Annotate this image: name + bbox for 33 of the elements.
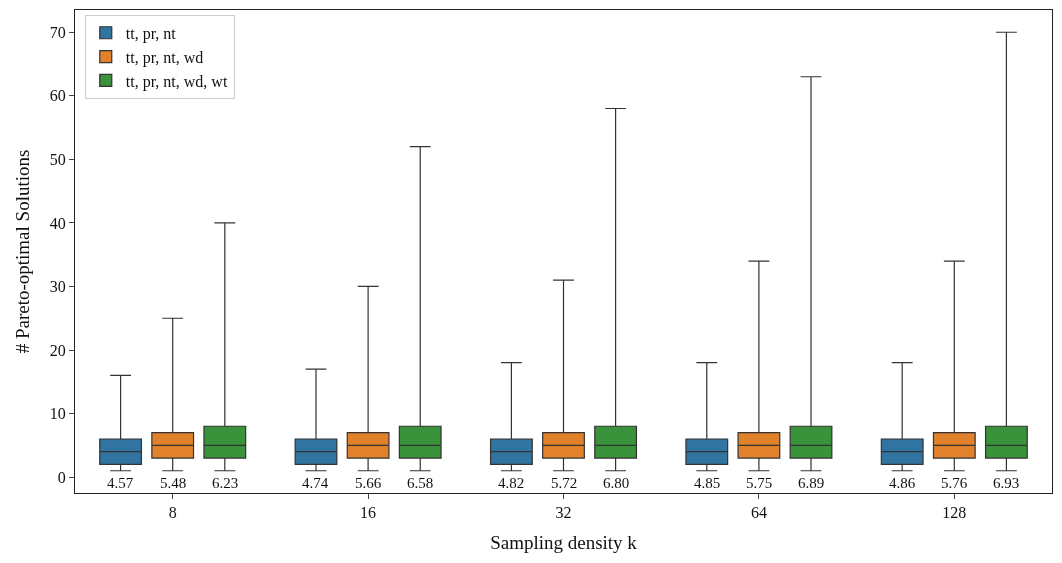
- y-tick-label: 20: [49, 341, 66, 359]
- x-tick-label: 128: [942, 504, 967, 522]
- annotation: 4.85: [694, 475, 721, 491]
- y-tick-label: 50: [49, 150, 66, 168]
- legend-label: tt, pr, nt: [125, 24, 177, 43]
- y-tick-label: 60: [49, 87, 66, 105]
- legend-label: tt, pr, nt, wd, wt: [125, 72, 228, 91]
- x-tick-label: 8: [168, 504, 177, 522]
- annotation: 4.86: [889, 475, 916, 491]
- annotation: 4.74: [302, 475, 329, 491]
- x-tick-label: 64: [750, 504, 767, 522]
- y-tick-label: 0: [57, 468, 66, 486]
- annotation: 6.80: [603, 475, 630, 491]
- annotation: 4.57: [107, 475, 134, 491]
- legend-label: tt, pr, nt, wd: [125, 48, 204, 67]
- x-axis-title: Sampling density k: [490, 532, 638, 553]
- annotation: 5.75: [746, 475, 773, 491]
- annotation: 6.89: [798, 475, 825, 491]
- annotation: 5.66: [355, 475, 382, 491]
- y-axis-title: # Pareto-optimal Solutions: [11, 149, 33, 354]
- annotation: 5.72: [551, 475, 578, 491]
- y-tick-label: 40: [49, 214, 66, 232]
- y-tick-label: 70: [49, 23, 66, 41]
- annotation: 5.76: [941, 475, 968, 491]
- x-tick-label: 16: [360, 504, 377, 522]
- annotation: 6.58: [407, 475, 434, 491]
- y-tick-label: 10: [49, 405, 66, 423]
- y-tick-label: 30: [49, 278, 66, 296]
- annotation: 4.82: [498, 475, 525, 491]
- annotation: 6.23: [212, 475, 239, 491]
- annotation: 6.93: [993, 475, 1020, 491]
- annotation: 5.48: [160, 475, 187, 491]
- x-tick-label: 32: [555, 504, 572, 522]
